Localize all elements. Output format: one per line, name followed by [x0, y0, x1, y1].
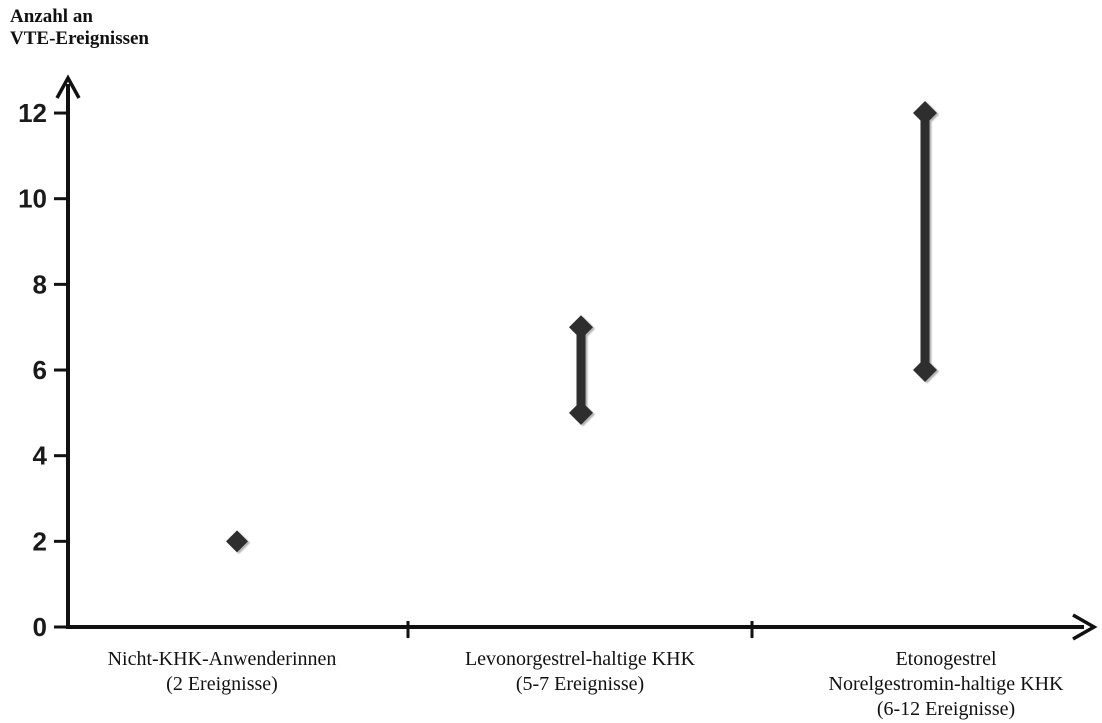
y-axis-title: Anzahl an VTE-Ereignissen — [10, 6, 149, 50]
y-axis-title-line-1: Anzahl an — [10, 6, 93, 27]
data-series-marker-group — [569, 315, 593, 425]
y-axis-tick-label: 2 — [33, 526, 47, 556]
y-axis-title-line-2: VTE-Ereignissen — [10, 28, 150, 49]
data-point-diamond — [913, 101, 937, 126]
y-axis-tick-label: 6 — [33, 355, 47, 385]
x-axis-arrowhead-icon — [1072, 613, 1098, 641]
y-axis-arrowhead-icon — [55, 74, 81, 99]
y-axis-tick-label: 10 — [18, 184, 47, 214]
data-point-diamond — [226, 530, 248, 553]
y-axis-tick-label: 0 — [33, 612, 47, 642]
data-point-diamond — [913, 358, 937, 383]
y-axis-tick-label: 8 — [33, 269, 47, 299]
y-axis-tick-label: 12 — [18, 98, 47, 128]
data-point-diamond — [569, 400, 593, 425]
data-series-marker-group — [226, 530, 248, 553]
data-series-marker-group — [913, 101, 937, 383]
y-axis-tick-label: 4 — [33, 441, 48, 471]
data-point-diamond — [569, 315, 593, 340]
